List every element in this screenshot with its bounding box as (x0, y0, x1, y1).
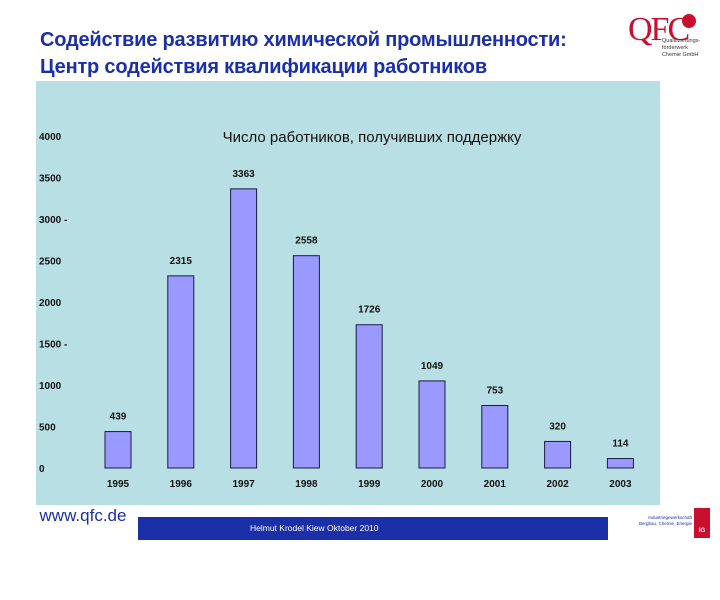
qfc-logo: QFC Qualifizierungs- förderwerk Chemie G… (624, 10, 706, 72)
qfc-logo-mark: QFC (628, 11, 690, 48)
bar (292, 255, 320, 469)
footer-bar (138, 517, 608, 540)
slide-title-line-2: Центр содействия квалификации работников (40, 56, 487, 78)
data-label: 1049 (421, 361, 444, 372)
y-tick-label: 0 (39, 464, 45, 475)
bar (230, 188, 258, 469)
y-tick-label: 4000 (39, 132, 62, 143)
igbce-logo-text-line: Bergbau, Chemie, Energie (638, 521, 692, 526)
y-tick-label: 1500 - (39, 340, 67, 351)
qfc-logo-subtext: Qualifizierungs- förderwerk Chemie GmbH (662, 38, 708, 59)
igbce-logo-mark: IG BCE (694, 508, 710, 580)
data-label: 114 (612, 439, 629, 450)
qfc-logo-subtext-line: Chemie GmbH (662, 52, 699, 58)
qfc-logo-subtext-line: förderwerk (662, 45, 688, 51)
x-tick-label: 1996 (170, 479, 193, 490)
website-url[interactable]: www.qfc.de (28, 505, 138, 527)
logo-figure-icon (682, 14, 696, 28)
footer-text: Helmut Krodel Kiew Oktober 2010 (250, 523, 379, 533)
igbce-logo: Industriegewerkschaft Bergbau, Chemie, E… (620, 508, 710, 580)
bar (544, 440, 572, 469)
igbce-logo-text: Industriegewerkschaft Bergbau, Chemie, E… (620, 515, 692, 527)
qfc-logo-subtext-line: Qualifizierungs- (662, 38, 701, 44)
bar (606, 458, 634, 469)
bar-chart: Число работников, получивших поддержку 0 5… (39, 129, 634, 490)
bar (418, 380, 446, 469)
x-tick-label: 2000 (421, 479, 444, 490)
x-tick-label: 1997 (232, 479, 255, 490)
x-tick-label: 1999 (358, 479, 381, 490)
chart-title: Число работников, получивших поддержку (223, 129, 522, 146)
y-tick-label: 3000 - (39, 215, 67, 226)
data-label: 2315 (170, 256, 193, 267)
x-tick-label: 1995 (107, 479, 130, 490)
igbce-logo-text-line: Industriegewerkschaft (648, 515, 692, 520)
chart-area: Число работников, получивших поддержку 0 5… (36, 81, 660, 505)
data-label: 1726 (358, 305, 381, 316)
x-tick-label: 2003 (609, 479, 632, 490)
x-tick-label: 2001 (484, 479, 507, 490)
bar (167, 275, 195, 469)
y-tick-label: 2500 (39, 257, 62, 268)
bar (355, 324, 383, 469)
data-label: 439 (110, 412, 127, 423)
data-label: 3363 (232, 169, 255, 180)
bar (481, 405, 509, 469)
y-tick-label: 2000 (39, 298, 62, 309)
y-tick-label: 3500 (39, 174, 62, 185)
bar (104, 431, 132, 469)
y-tick-label: 500 (39, 423, 56, 434)
x-tick-label: 2002 (546, 479, 569, 490)
slide-title-line-1: Содействие развитию химической промышлен… (40, 29, 567, 51)
data-label: 753 (486, 386, 503, 397)
data-label: 320 (549, 421, 566, 432)
data-label: 2558 (295, 236, 318, 247)
x-tick-label: 1998 (295, 479, 318, 490)
y-tick-label: 1000 (39, 381, 62, 392)
